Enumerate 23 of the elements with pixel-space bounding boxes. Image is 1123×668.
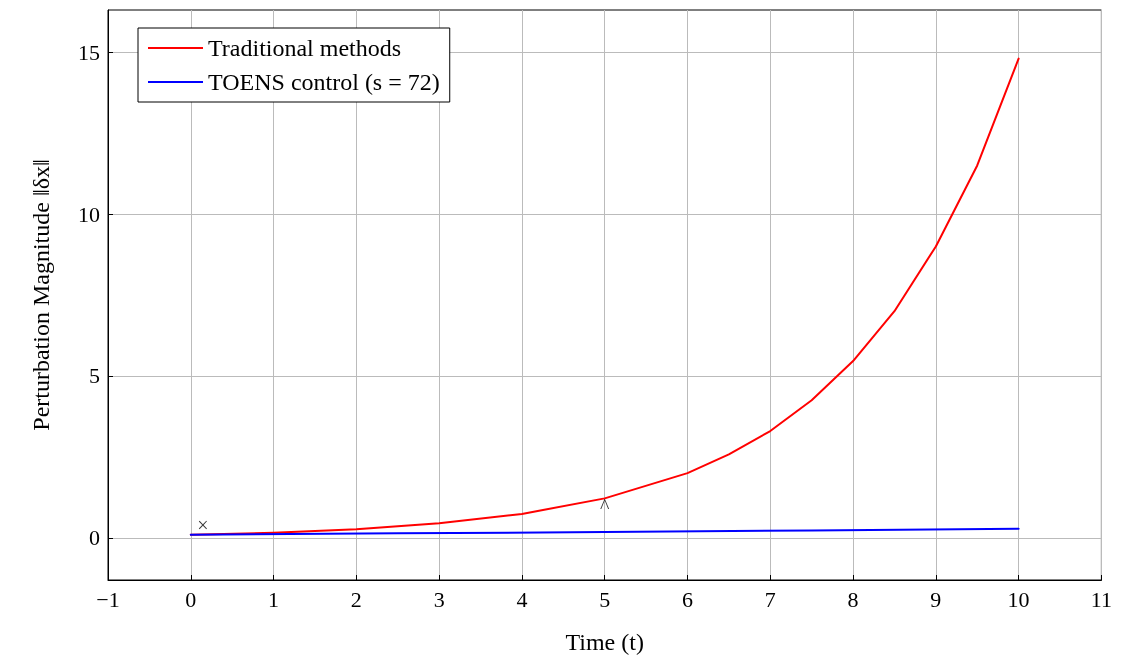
y-tick-label: 5 xyxy=(89,363,100,389)
x-tick-label: 4 xyxy=(516,586,528,612)
annotation: ^ xyxy=(600,495,611,518)
y-tick-label: 10 xyxy=(78,201,100,227)
x-tick-label: 7 xyxy=(764,586,776,612)
x-tick-label: 0 xyxy=(185,586,197,612)
y-tick-label: 0 xyxy=(89,525,100,551)
x-tick-label: 1 xyxy=(268,586,280,612)
x-tick-label: 8 xyxy=(847,586,859,612)
x-tick-label: 9 xyxy=(930,586,942,612)
legend-label: Traditional methods xyxy=(208,35,402,61)
legend-label: TOENS control (s = 72) xyxy=(208,69,440,95)
x-tick-label: 2 xyxy=(350,586,362,612)
x-tick-label: −1 xyxy=(96,586,120,612)
annotation: × xyxy=(197,513,209,536)
x-axis-title: Time (t) xyxy=(565,629,644,655)
x-tick-label: 10 xyxy=(1007,586,1030,612)
x-tick-label: 5 xyxy=(599,586,611,612)
x-tick-label: 3 xyxy=(433,586,445,612)
x-tick-label: 6 xyxy=(681,586,693,612)
y-tick-label: 15 xyxy=(78,39,100,65)
y-axis-title: Perturbation Magnitude ‖δx‖ xyxy=(28,159,54,431)
x-tick-label: 11 xyxy=(1090,586,1112,612)
